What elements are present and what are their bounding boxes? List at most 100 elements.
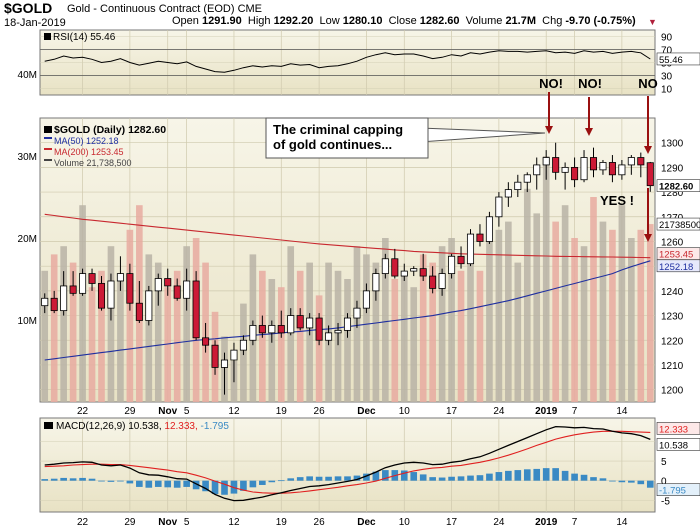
macd-histogram-bar [514,470,522,481]
price-legend-volume-swatch [44,159,52,161]
x-axis-label: 22 [77,517,89,528]
candle-body [608,162,616,176]
volume-bar [448,238,455,402]
macd-histogram-bar [164,480,172,488]
volume-bar [79,205,86,402]
candle-body [419,268,427,277]
price-tick-label: 1230 [661,312,684,323]
macd-histogram-bar [344,476,351,481]
macd-histogram-bar [467,475,474,481]
candle-body [192,280,200,339]
price-tick-label: 1220 [661,336,684,347]
volume-bar [296,270,304,402]
x-axis-label: 10 [399,517,411,528]
volume-bar [164,287,172,402]
price-tick-label: 1290 [661,163,684,174]
macd-histogram-bar [136,480,143,487]
macd-tick-label: 0 [661,477,667,488]
macd-histogram-bar [646,480,654,488]
candle-body [466,233,475,265]
low-label: Low [319,15,340,27]
volume-tick-label: 10M [18,316,37,327]
macd-histogram-bar [448,476,455,481]
candle-body [173,285,181,299]
candle-body [429,275,437,289]
ohlc-summary: Open 1291.90 High 1292.20 Low 1280.10 Cl… [172,15,636,27]
volume-bar [315,295,323,402]
macd-histogram-bar [268,480,276,483]
price-tick-label: 1260 [661,237,684,248]
x-axis-label: 5 [184,517,190,528]
macd-histogram-bar [240,480,247,491]
ma50-value-tag: 1252.18 [659,262,693,273]
x-axis-label: 17 [446,406,458,417]
volume-bar [438,246,446,402]
candle-body [145,290,153,321]
candle-body [315,317,323,341]
volume-bar [542,156,550,402]
volume-bar [391,279,399,402]
macd-tick-label: -5 [661,496,670,507]
macd-histogram-bar [126,480,134,484]
macd-histogram-bar [306,476,313,481]
price-legend-symbol: $GOLD (Daily) 1282.60 [54,124,166,136]
x-axis-label: Dec [357,406,376,417]
candle-body [220,359,229,368]
rsi-value-tag: 55.46 [659,55,683,66]
candle-body [60,285,68,312]
candle-body [580,157,588,181]
macd-line [44,425,651,502]
macd-histogram-bar [50,478,58,481]
rsi-tick-label: 10 [661,85,673,96]
x-axis-label: 29 [124,406,136,417]
ma200-line [44,213,651,259]
macd-histogram-bar [107,480,115,482]
signal-value-tag: 12.333 [659,424,688,435]
macd-histogram-bar [372,471,380,481]
macd-tick-label: 5 [661,457,667,468]
candle-body [164,278,172,287]
x-axis-label: 26 [314,406,326,417]
ticker-symbol: $GOLD [4,0,53,16]
candle-body [306,317,314,329]
macd-histogram-bar [41,479,49,481]
rsi-tick-label: 90 [661,33,673,44]
candle-body [637,157,645,166]
candle-body [448,255,456,274]
volume-bar [467,254,474,402]
chart-date: 18-Jan-2019 [4,17,66,29]
high-value: 1292.20 [273,15,314,27]
ma200-value-tag: 1253.45 [659,250,693,261]
price-tick-label: 1240 [661,287,684,298]
macd-value-tag-box [656,438,700,451]
macd-histogram-bar [173,480,181,488]
macd-histogram-bar [609,480,616,482]
macd-histogram-bar [79,477,86,481]
volume-bar [69,262,77,402]
macd-histogram-bar [571,473,578,481]
candle-body [97,283,106,309]
candle-body [410,268,418,272]
rsi-tick-label: 70 [661,46,673,57]
candle-body [372,273,380,292]
candle-body [230,349,238,361]
macd-histogram-bar [457,476,465,481]
macd-histogram-bar [88,478,96,481]
volume-label: Volume [465,15,503,27]
macd-histogram-bar [382,470,389,481]
candle-body [183,280,191,299]
macd-histogram-bar [438,477,446,481]
macd-histogram-bar [353,475,361,481]
candle-body [362,290,370,309]
macd-histogram-bar [183,480,190,487]
volume-value-tag-box [656,217,700,231]
high-label: High [247,15,271,27]
x-axis-label: 26 [314,517,326,528]
change-label: Chg [542,15,563,27]
candle-body [343,317,352,331]
candle-body [353,307,361,319]
volume-bar [628,238,635,402]
macd-histogram-bar [154,480,162,487]
no-annotation-1: NO! [539,76,563,91]
candle-body [277,325,285,334]
